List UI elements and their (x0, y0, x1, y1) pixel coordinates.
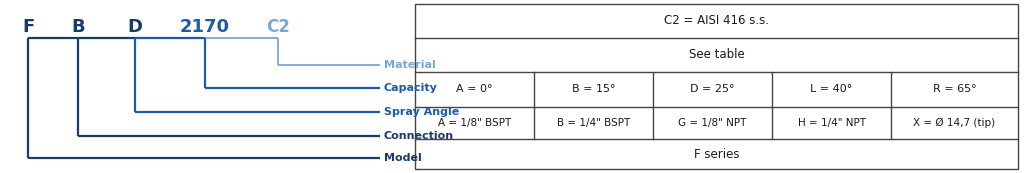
Text: A = 0°: A = 0° (457, 84, 493, 94)
Text: C2: C2 (266, 18, 290, 36)
Text: D = 25°: D = 25° (690, 84, 735, 94)
Text: H = 1/4" NPT: H = 1/4" NPT (798, 118, 865, 128)
Text: Material: Material (384, 60, 436, 70)
Text: B = 1/4" BSPT: B = 1/4" BSPT (557, 118, 630, 128)
Text: B: B (72, 18, 85, 36)
Text: Spray Angle: Spray Angle (384, 107, 459, 117)
Text: F: F (22, 18, 34, 36)
Text: A = 1/8" BSPT: A = 1/8" BSPT (438, 118, 511, 128)
Text: C2 = AISI 416 s.s.: C2 = AISI 416 s.s. (664, 15, 769, 28)
Text: See table: See table (688, 48, 744, 61)
Text: G = 1/8" NPT: G = 1/8" NPT (678, 118, 746, 128)
Text: R = 65°: R = 65° (933, 84, 976, 94)
Text: Model: Model (384, 153, 422, 163)
Text: D: D (128, 18, 142, 36)
Bar (415, 4, 1018, 169)
Text: L = 40°: L = 40° (810, 84, 853, 94)
Text: F series: F series (693, 148, 739, 161)
Text: Capacity: Capacity (384, 83, 438, 93)
Text: B = 15°: B = 15° (571, 84, 615, 94)
Text: X = Ø 14,7 (tip): X = Ø 14,7 (tip) (913, 118, 995, 128)
Text: 2170: 2170 (180, 18, 230, 36)
Text: Connection: Connection (384, 131, 454, 141)
